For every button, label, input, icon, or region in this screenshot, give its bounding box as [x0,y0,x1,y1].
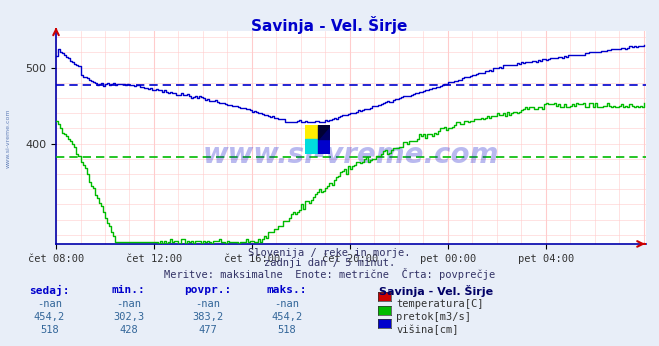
Text: 518: 518 [277,325,296,335]
Text: -nan: -nan [116,299,141,309]
Text: 454,2: 454,2 [34,312,65,322]
Text: višina[cm]: višina[cm] [396,325,459,335]
Text: temperatura[C]: temperatura[C] [396,299,484,309]
Text: -nan: -nan [37,299,62,309]
Bar [318,139,330,154]
Bar [305,125,318,139]
Text: 454,2: 454,2 [271,312,302,322]
Text: maks.:: maks.: [266,285,307,295]
Bar [305,139,318,154]
Text: 518: 518 [40,325,59,335]
Text: 477: 477 [198,325,217,335]
Text: Meritve: maksimalne  Enote: metrične  Črta: povprečje: Meritve: maksimalne Enote: metrične Črta… [164,268,495,281]
Text: min.:: min.: [111,285,146,295]
Text: zadnji dan / 5 minut.: zadnji dan / 5 minut. [264,258,395,268]
Text: Slovenija / reke in morje.: Slovenija / reke in morje. [248,248,411,258]
Text: -nan: -nan [195,299,220,309]
Polygon shape [318,125,330,139]
Text: 302,3: 302,3 [113,312,144,322]
Text: pretok[m3/s]: pretok[m3/s] [396,312,471,322]
Text: Savinja - Vel. Širje: Savinja - Vel. Širje [251,16,408,34]
Text: www.si-vreme.com: www.si-vreme.com [6,109,11,168]
Text: 428: 428 [119,325,138,335]
Text: sedaj:: sedaj: [29,285,70,297]
Text: povpr.:: povpr.: [184,285,231,295]
Text: -nan: -nan [274,299,299,309]
Polygon shape [318,125,330,139]
Text: Savinja - Vel. Širje: Savinja - Vel. Širje [379,285,493,298]
Text: www.si-vreme.com: www.si-vreme.com [203,140,499,169]
Text: 383,2: 383,2 [192,312,223,322]
